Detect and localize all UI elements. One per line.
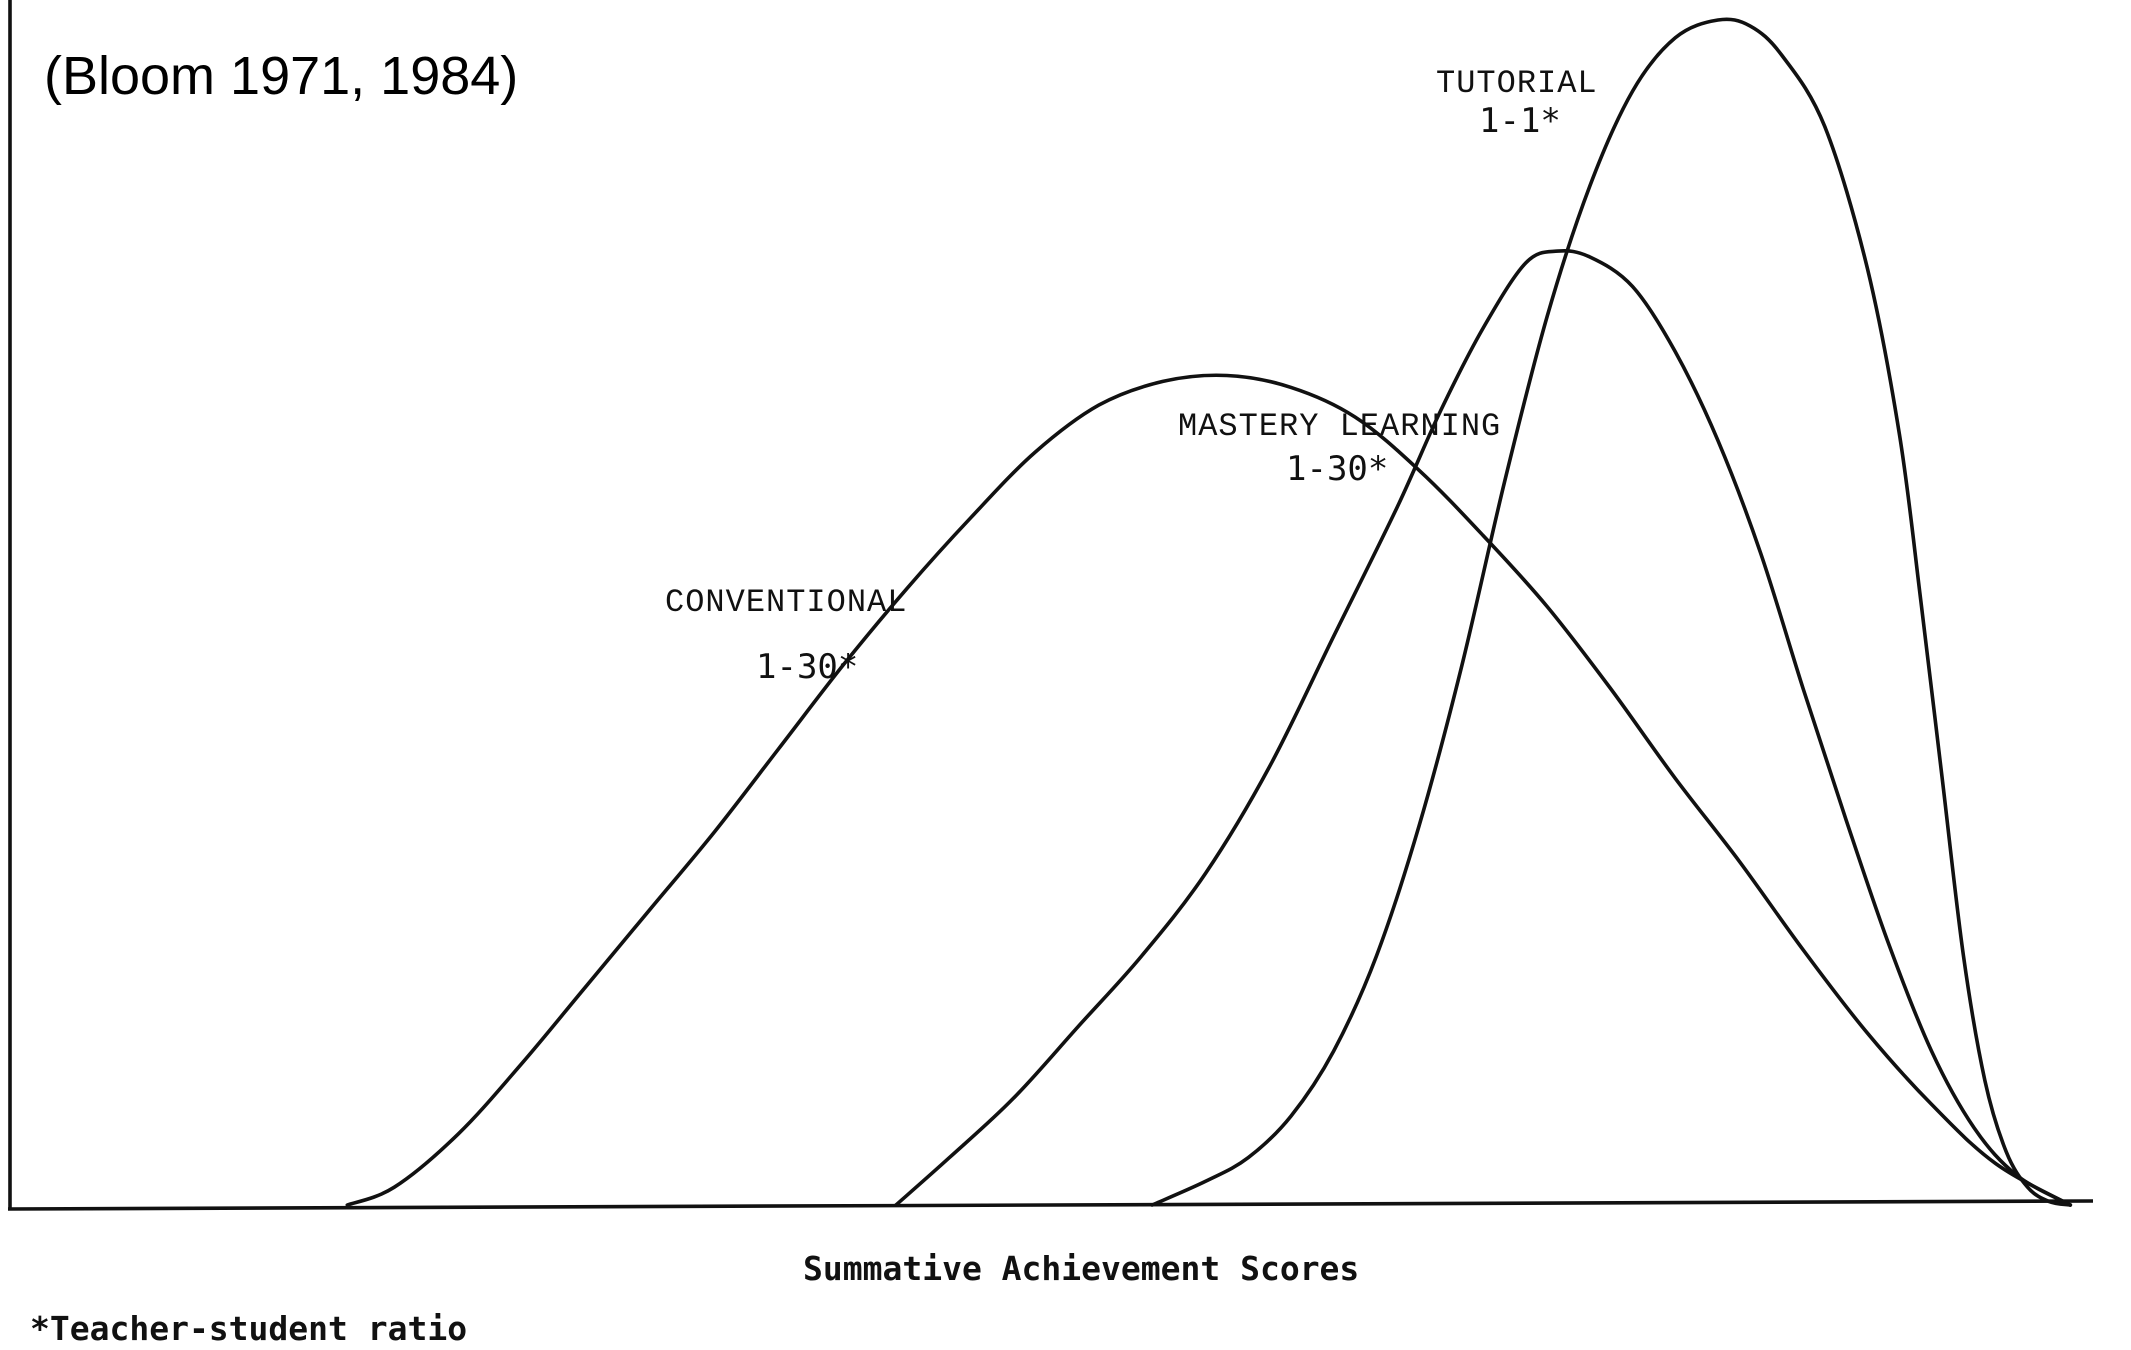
series-ratio-mastery: 1-30* xyxy=(1286,449,1388,489)
series-label-conventional: CONVENTIONAL 1-30* xyxy=(665,584,907,687)
series-name-tutorial: TUTORIAL xyxy=(1436,65,1598,102)
series-label-tutorial: TUTORIAL 1-1* xyxy=(1436,65,1598,141)
series-ratio-conventional: 1-30* xyxy=(756,647,858,687)
curves-group xyxy=(345,17,2073,1207)
x-axis-title: Summative Achievement Scores xyxy=(803,1249,1359,1288)
curve-mastery-learning xyxy=(894,248,2073,1207)
series-name-conventional: CONVENTIONAL xyxy=(665,584,907,621)
source-label: (Bloom 1971, 1984) xyxy=(44,46,518,106)
curve-conventional xyxy=(345,373,2073,1207)
series-ratio-tutorial: 1-1* xyxy=(1479,101,1561,141)
series-name-mastery: MASTERY LEARNING xyxy=(1178,408,1501,445)
x-axis-line xyxy=(7,1199,2094,1211)
footnote: *Teacher-student ratio xyxy=(30,1309,467,1348)
curve-tutorial xyxy=(1150,17,2073,1207)
series-label-mastery: MASTERY LEARNING 1-30* xyxy=(1178,408,1501,489)
